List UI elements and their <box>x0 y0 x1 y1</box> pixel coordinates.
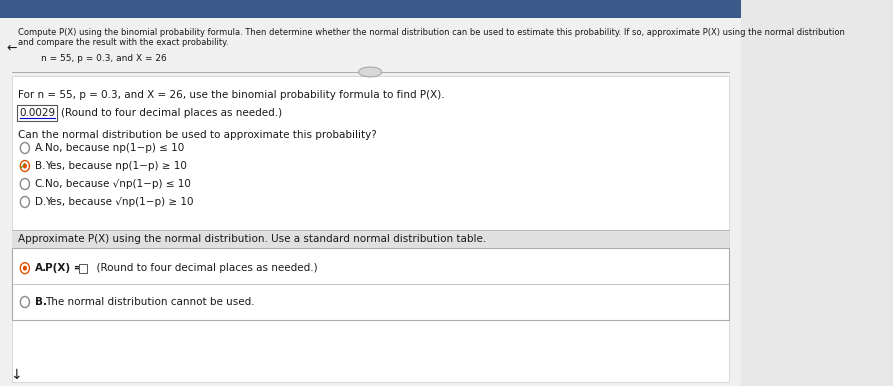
Text: Yes, because √np(1−p) ≥ 10: Yes, because √np(1−p) ≥ 10 <box>45 197 193 207</box>
FancyBboxPatch shape <box>18 105 57 121</box>
FancyBboxPatch shape <box>13 76 729 382</box>
Circle shape <box>21 296 29 308</box>
Circle shape <box>21 142 29 154</box>
Text: (Round to four decimal places as needed.): (Round to four decimal places as needed.… <box>89 263 317 273</box>
Circle shape <box>21 196 29 208</box>
Text: D.: D. <box>35 197 46 207</box>
Circle shape <box>23 266 27 271</box>
Ellipse shape <box>359 67 382 77</box>
FancyBboxPatch shape <box>79 264 87 273</box>
Text: No, because np(1−p) ≤ 10: No, because np(1−p) ≤ 10 <box>45 143 184 153</box>
Text: P(X) =: P(X) = <box>45 263 86 273</box>
FancyBboxPatch shape <box>13 230 729 248</box>
FancyBboxPatch shape <box>13 248 729 320</box>
Circle shape <box>21 161 29 171</box>
Text: ✓: ✓ <box>18 161 27 171</box>
Text: Approximate P(X) using the normal distribution. Use a standard normal distributi: Approximate P(X) using the normal distri… <box>18 234 487 244</box>
Text: A.: A. <box>35 263 47 273</box>
Text: ←: ← <box>6 42 17 54</box>
Text: No, because √np(1−p) ≤ 10: No, because √np(1−p) ≤ 10 <box>45 179 191 189</box>
Text: Yes, because np(1−p) ≥ 10: Yes, because np(1−p) ≥ 10 <box>45 161 187 171</box>
Text: Can the normal distribution be used to approximate this probability?: Can the normal distribution be used to a… <box>18 130 377 140</box>
Text: ↓: ↓ <box>10 368 21 382</box>
Text: 0.0029: 0.0029 <box>20 108 55 118</box>
Text: The normal distribution cannot be used.: The normal distribution cannot be used. <box>45 297 255 307</box>
Text: A.: A. <box>35 143 46 153</box>
Text: C.: C. <box>35 179 46 189</box>
Circle shape <box>21 262 29 274</box>
Text: Compute P(X) using the binomial probability formula. Then determine whether the : Compute P(X) using the binomial probabil… <box>18 28 845 37</box>
Text: For n = 55, p = 0.3, and X = 26, use the binomial probability formula to find P(: For n = 55, p = 0.3, and X = 26, use the… <box>18 90 445 100</box>
Text: n = 55, p = 0.3, and X = 26: n = 55, p = 0.3, and X = 26 <box>41 54 167 63</box>
Text: B.: B. <box>35 161 46 171</box>
Circle shape <box>23 164 27 169</box>
Text: B.: B. <box>35 297 46 307</box>
Text: and compare the result with the exact probability.: and compare the result with the exact pr… <box>18 38 229 47</box>
FancyBboxPatch shape <box>0 0 741 18</box>
Text: (Round to four decimal places as needed.): (Round to four decimal places as needed.… <box>62 108 282 118</box>
Circle shape <box>21 178 29 190</box>
FancyBboxPatch shape <box>0 18 741 386</box>
